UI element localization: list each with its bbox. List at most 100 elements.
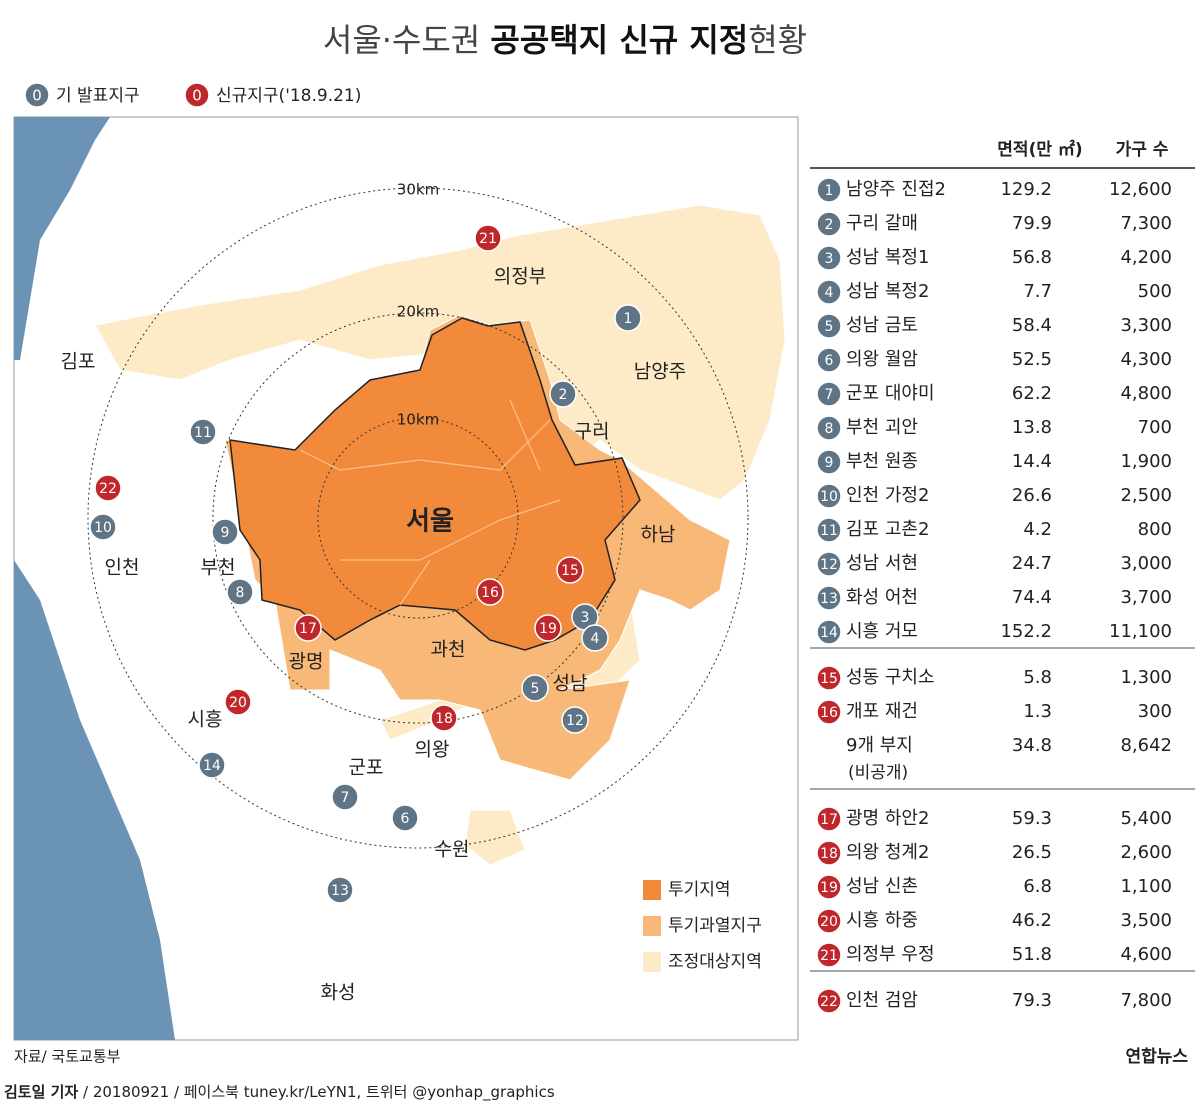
row-name: 부천 괴안 bbox=[846, 417, 918, 438]
legend-existing: 기 발표지구 bbox=[56, 86, 140, 106]
badge-number: 17 bbox=[820, 812, 838, 828]
row-area: 129.2 bbox=[1000, 179, 1052, 200]
badge-number: 19 bbox=[820, 880, 838, 896]
city-label: 성남 bbox=[553, 673, 588, 695]
row-area: 7.7 bbox=[1023, 281, 1052, 302]
badge-number: 18 bbox=[435, 711, 453, 727]
row-name: 화성 어천 bbox=[846, 587, 918, 608]
badge-number: 7 bbox=[341, 790, 350, 806]
badge-number: 4 bbox=[591, 631, 600, 647]
ring bbox=[212, 312, 624, 724]
row-households: 800 bbox=[1138, 519, 1172, 540]
ring-label: 30km bbox=[397, 181, 439, 199]
city-label: 김포 bbox=[61, 351, 96, 373]
badge-number: 2 bbox=[559, 387, 568, 403]
badge-number: 5 bbox=[825, 319, 834, 335]
badge bbox=[816, 517, 842, 543]
badge-number: 17 bbox=[299, 621, 317, 637]
badge bbox=[816, 245, 842, 271]
badge bbox=[391, 804, 419, 832]
badge bbox=[534, 614, 562, 642]
city-label: 인천 bbox=[105, 557, 140, 579]
city-label: 화성 bbox=[321, 982, 356, 1004]
row-name: 성남 신촌 bbox=[846, 876, 918, 897]
badge bbox=[816, 347, 842, 373]
row-area: 62.2 bbox=[1012, 383, 1052, 404]
row-area: 24.7 bbox=[1012, 553, 1052, 574]
badge bbox=[816, 585, 842, 611]
zone-swatch bbox=[643, 952, 661, 972]
badge-number: 18 bbox=[820, 846, 838, 862]
legend-new: 신규지구('18.9.21) bbox=[216, 86, 361, 106]
row-name: 광명 하안2 bbox=[846, 808, 929, 829]
zone-label: 투기과열지구 bbox=[668, 916, 762, 936]
row-name: 시흥 하중 bbox=[846, 910, 918, 931]
badge bbox=[816, 279, 842, 305]
badge bbox=[556, 556, 584, 584]
row-area: 52.5 bbox=[1012, 349, 1052, 370]
row-name: 성남 복정2 bbox=[846, 281, 929, 302]
rings bbox=[87, 187, 749, 849]
credit-text: / 20180921 / 페이스북 tuney.kr/LeYN1, 트위터 @y… bbox=[78, 1083, 555, 1102]
row-area: 26.6 bbox=[1012, 485, 1052, 506]
badge bbox=[326, 876, 354, 904]
city-label: 수원 bbox=[435, 839, 470, 861]
row-households: 8,642 bbox=[1120, 735, 1172, 756]
row-households: 12,600 bbox=[1109, 179, 1172, 200]
zone-label: 투기지역 bbox=[668, 880, 731, 900]
row-area: 5.8 bbox=[1023, 667, 1052, 688]
badge bbox=[24, 82, 50, 108]
row-area: 59.3 bbox=[1012, 808, 1052, 829]
badge bbox=[94, 474, 122, 502]
row-name: 개포 재건 bbox=[846, 701, 918, 722]
row-name: 군포 대야미 bbox=[846, 383, 935, 404]
badge-number: 16 bbox=[820, 705, 838, 721]
badge bbox=[816, 551, 842, 577]
city-label: 구리 bbox=[575, 421, 610, 443]
row-households: 500 bbox=[1138, 281, 1172, 302]
row-households: 2,500 bbox=[1120, 485, 1172, 506]
row-area: 4.2 bbox=[1023, 519, 1052, 540]
seoul-speculation bbox=[229, 317, 641, 651]
city-label: 군포 bbox=[349, 757, 384, 779]
badge bbox=[816, 211, 842, 237]
author: 김토일 기자 bbox=[4, 1083, 78, 1101]
row-households: 3,500 bbox=[1120, 910, 1172, 931]
badge bbox=[476, 578, 504, 606]
badge bbox=[581, 624, 609, 652]
badge-number: 22 bbox=[820, 994, 838, 1010]
badge bbox=[816, 619, 842, 645]
row-name: 9개 부지 bbox=[846, 735, 913, 756]
row-households: 700 bbox=[1138, 417, 1172, 438]
badge-number: 12 bbox=[566, 713, 584, 729]
row-area: 46.2 bbox=[1012, 910, 1052, 931]
badge bbox=[430, 704, 458, 732]
badge-number: 15 bbox=[820, 671, 838, 687]
badge bbox=[89, 513, 117, 541]
badge bbox=[198, 751, 226, 779]
row-name: 성동 구치소 bbox=[846, 667, 935, 688]
badge bbox=[224, 688, 252, 716]
row-households: 3,700 bbox=[1120, 587, 1172, 608]
badge-number: 1 bbox=[825, 183, 834, 199]
badge-number: 1 bbox=[624, 311, 633, 327]
row-area: 14.4 bbox=[1012, 451, 1052, 472]
zone-swatch bbox=[643, 880, 661, 900]
badge bbox=[226, 578, 254, 606]
badge-number: 19 bbox=[539, 621, 557, 637]
row-area: 51.8 bbox=[1012, 944, 1052, 965]
badge-number: 14 bbox=[820, 625, 838, 641]
badge-number: 0 bbox=[32, 87, 42, 105]
row-area: 26.5 bbox=[1012, 842, 1052, 863]
logo: 연합뉴스 bbox=[1125, 1046, 1188, 1067]
city-label: 서울 bbox=[406, 507, 454, 537]
table: 면적(만 ㎡) 가구 수 1 남양주 진접2 129.2 12,600 2 구리 갈매 79.9… bbox=[810, 139, 1195, 1014]
row-name: 인천 가정2 bbox=[846, 485, 929, 506]
badge bbox=[331, 783, 359, 811]
title-bold: 공공택지 신규 지정 bbox=[490, 21, 748, 59]
row-area: 13.8 bbox=[1012, 417, 1052, 438]
badge bbox=[816, 483, 842, 509]
row-households: 4,300 bbox=[1120, 349, 1172, 370]
badge bbox=[816, 313, 842, 339]
